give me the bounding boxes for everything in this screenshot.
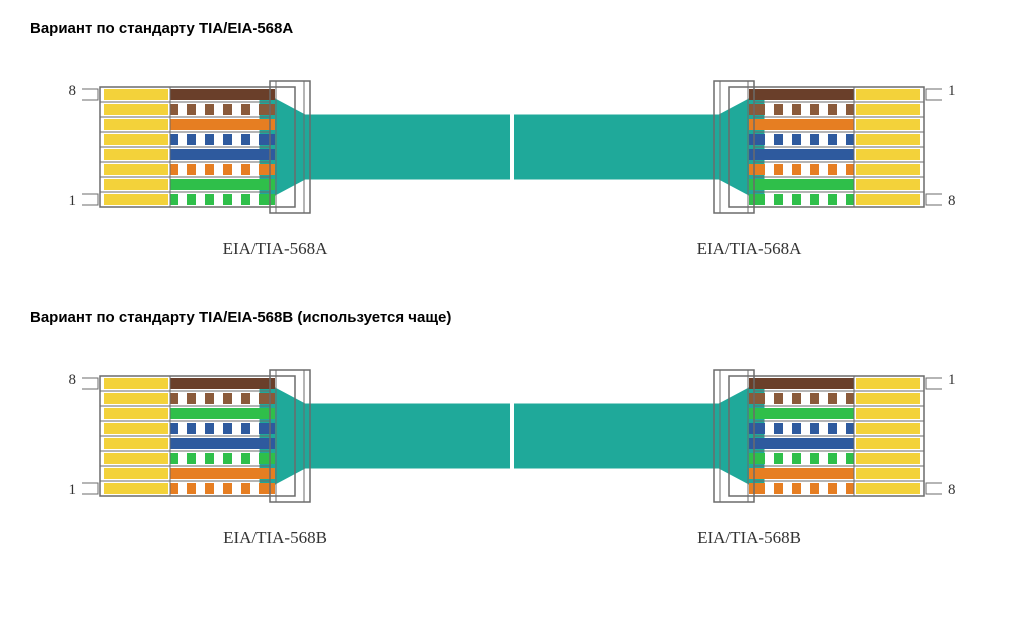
section-b-title: Вариант по стандарту TIA/EIA-568B (испол… bbox=[30, 309, 994, 326]
rj45-diagram: 81 bbox=[40, 67, 510, 227]
svg-text:8: 8 bbox=[948, 193, 956, 209]
label-a-right: EIA/TIA-568A bbox=[697, 239, 802, 259]
rj45-diagram: 18 bbox=[514, 356, 984, 516]
label-b-right: EIA/TIA-568B bbox=[697, 528, 801, 548]
connector-b-right: 18 EIA/TIA-568B bbox=[514, 356, 984, 548]
connector-row-b: 81 EIA/TIA-568B 18 EIA/TIA-568B bbox=[30, 356, 994, 548]
svg-text:8: 8 bbox=[948, 482, 956, 498]
section-568b: Вариант по стандарту TIA/EIA-568B (испол… bbox=[30, 309, 994, 548]
svg-text:1: 1 bbox=[948, 372, 956, 388]
svg-text:8: 8 bbox=[69, 83, 77, 99]
connector-a-right: 18 EIA/TIA-568A bbox=[514, 67, 984, 259]
svg-text:1: 1 bbox=[69, 482, 77, 498]
svg-text:1: 1 bbox=[948, 83, 956, 99]
connector-a-left: 81 EIA/TIA-568A bbox=[40, 67, 510, 259]
label-a-left: EIA/TIA-568A bbox=[223, 239, 328, 259]
connector-row-a: 81 EIA/TIA-568A 18 EIA/TIA-568A bbox=[30, 67, 994, 259]
rj45-diagram: 18 bbox=[514, 67, 984, 227]
rj45-diagram: 81 bbox=[40, 356, 510, 516]
connector-b-left: 81 EIA/TIA-568B bbox=[40, 356, 510, 548]
label-b-left: EIA/TIA-568B bbox=[223, 528, 327, 548]
svg-text:1: 1 bbox=[69, 193, 77, 209]
section-568a: Вариант по стандарту TIA/EIA-568A 81 EIA… bbox=[30, 20, 994, 259]
section-a-title: Вариант по стандарту TIA/EIA-568A bbox=[30, 20, 994, 37]
svg-text:8: 8 bbox=[69, 372, 77, 388]
